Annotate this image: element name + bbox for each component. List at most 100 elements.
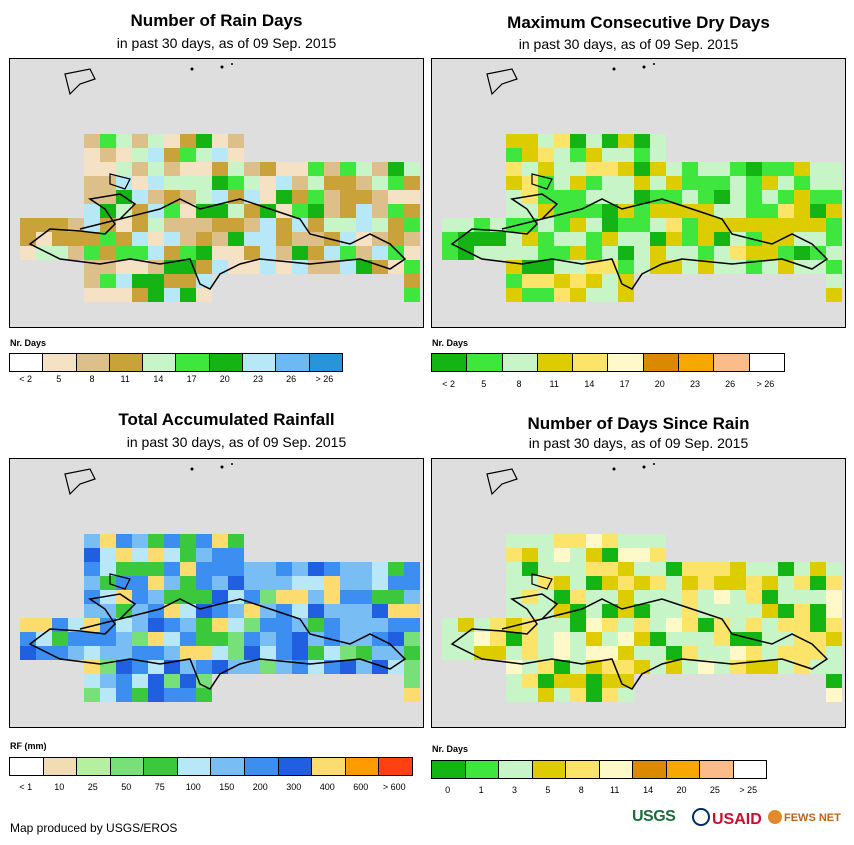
map-cell xyxy=(810,176,826,190)
map-cell xyxy=(650,632,666,646)
usaid-logo[interactable]: USAID xyxy=(692,808,762,829)
legend-swatch xyxy=(276,354,310,371)
panel1-title: Number of Rain Days xyxy=(130,11,303,30)
map-cell xyxy=(212,646,228,660)
map-cell xyxy=(164,688,180,702)
map-cell xyxy=(586,134,602,148)
map-cell xyxy=(826,660,842,674)
map-cell xyxy=(196,162,212,176)
map-cell xyxy=(132,646,148,660)
map-cell xyxy=(506,562,522,576)
map-cell xyxy=(714,576,730,590)
map-cell xyxy=(356,204,372,218)
map-cell xyxy=(650,246,666,260)
map-cell xyxy=(826,260,842,274)
map-cell xyxy=(602,562,618,576)
map-cell xyxy=(196,590,212,604)
map-cell xyxy=(794,176,810,190)
map-cell xyxy=(778,162,794,176)
legend-tick-label: 20 xyxy=(654,379,665,389)
days-since-rain-map[interactable] xyxy=(431,458,846,728)
map-cell xyxy=(388,604,404,618)
map-cell xyxy=(148,688,164,702)
legend-tick-label: 11 xyxy=(549,379,559,389)
map-cell xyxy=(730,576,746,590)
map-cell xyxy=(116,646,132,660)
map-cell xyxy=(164,632,180,646)
map-cell xyxy=(148,288,164,302)
map-cell xyxy=(164,218,180,232)
map-cell xyxy=(698,562,714,576)
map-cell xyxy=(404,260,420,274)
map-cell xyxy=(260,246,276,260)
map-cell xyxy=(634,134,650,148)
map-cell xyxy=(746,218,762,232)
fews-net-logo[interactable]: FEWS NET xyxy=(768,810,841,824)
map-cell xyxy=(292,232,308,246)
dry-days-map[interactable] xyxy=(431,58,846,328)
map-cell xyxy=(84,162,100,176)
map-cell xyxy=(794,576,810,590)
map-cell xyxy=(634,646,650,660)
map-cell xyxy=(746,260,762,274)
map-cell xyxy=(730,246,746,260)
rain-days-map[interactable] xyxy=(9,58,424,328)
map-cell xyxy=(730,618,746,632)
map-cell xyxy=(292,576,308,590)
map-cell xyxy=(180,548,196,562)
panel1-subtitle: in past 30 days, as of 09 Sep. 2015 xyxy=(116,35,337,51)
map-cell xyxy=(570,674,586,688)
map-cell xyxy=(570,274,586,288)
map-cell xyxy=(522,148,538,162)
map-cell xyxy=(810,562,826,576)
map-cell xyxy=(292,590,308,604)
map-cell xyxy=(778,576,794,590)
map-cell xyxy=(260,562,276,576)
map-cell xyxy=(682,190,698,204)
map-cell xyxy=(260,218,276,232)
rainfall-map[interactable] xyxy=(9,458,424,728)
map-cell xyxy=(340,576,356,590)
map-cell xyxy=(714,618,730,632)
map-cell xyxy=(618,190,634,204)
map-cell xyxy=(570,534,586,548)
map-cell xyxy=(602,534,618,548)
map-cell xyxy=(522,534,538,548)
map-cell xyxy=(794,260,810,274)
map-cell xyxy=(132,688,148,702)
map-cell xyxy=(228,176,244,190)
legend-swatch xyxy=(144,758,178,775)
map-cell xyxy=(212,148,228,162)
map-cell xyxy=(538,134,554,148)
map-cell xyxy=(698,576,714,590)
map-cell xyxy=(116,562,132,576)
map-cell xyxy=(650,534,666,548)
map-cell xyxy=(522,134,538,148)
map-cell xyxy=(554,674,570,688)
map-cell xyxy=(164,274,180,288)
map-cell xyxy=(826,218,842,232)
map-cell xyxy=(570,562,586,576)
map-cell xyxy=(180,618,196,632)
map-cell xyxy=(746,604,762,618)
legend-swatch xyxy=(465,761,499,778)
map-cell xyxy=(618,148,634,162)
usgs-logo[interactable]: USGS xyxy=(632,808,676,826)
map-cell xyxy=(228,604,244,618)
map-cell xyxy=(84,148,100,162)
map-cell xyxy=(698,646,714,660)
map-cell xyxy=(244,218,260,232)
map-cell xyxy=(356,660,372,674)
map-cell xyxy=(794,646,810,660)
map-cell xyxy=(618,646,634,660)
map-cell xyxy=(602,674,618,688)
map-cell xyxy=(714,190,730,204)
legend-tick-label: 23 xyxy=(689,379,700,389)
map-cell xyxy=(730,218,746,232)
legend-tick-label: 600 xyxy=(353,782,369,792)
map-cell xyxy=(698,632,714,646)
map-cell xyxy=(388,176,404,190)
map-cell xyxy=(388,660,404,674)
map-cell xyxy=(404,274,420,288)
map-cell xyxy=(276,190,292,204)
